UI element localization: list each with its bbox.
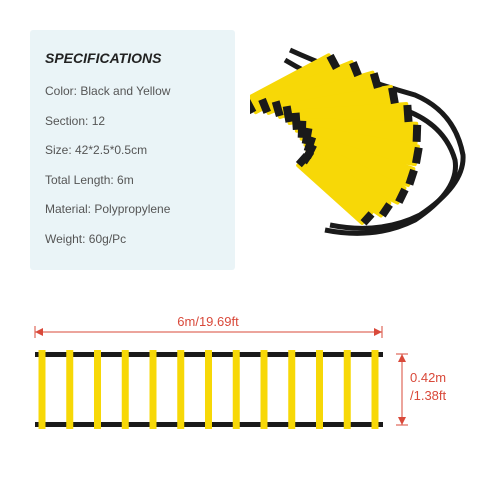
ladder-diagram: 6m/19.69ft 0.42m /1.38ft xyxy=(30,310,470,450)
spec-row: Material: Polypropylene xyxy=(45,202,220,218)
specifications-panel: SPECIFICATIONS Color: Black and Yellow S… xyxy=(30,30,235,270)
spec-row: Color: Black and Yellow xyxy=(45,84,220,100)
spec-row: Total Length: 6m xyxy=(45,173,220,189)
height-dimension-top: 0.42m xyxy=(410,370,446,385)
specs-title: SPECIFICATIONS xyxy=(45,50,220,66)
height-dimension-bottom: /1.38ft xyxy=(410,388,447,403)
spec-row: Section: 12 xyxy=(45,114,220,130)
spec-row: Size: 42*2.5*0.5cm xyxy=(45,143,220,159)
length-dimension: 6m/19.69ft xyxy=(177,314,239,329)
spec-row: Weight: 60g/Pc xyxy=(45,232,220,248)
product-image xyxy=(235,30,480,270)
